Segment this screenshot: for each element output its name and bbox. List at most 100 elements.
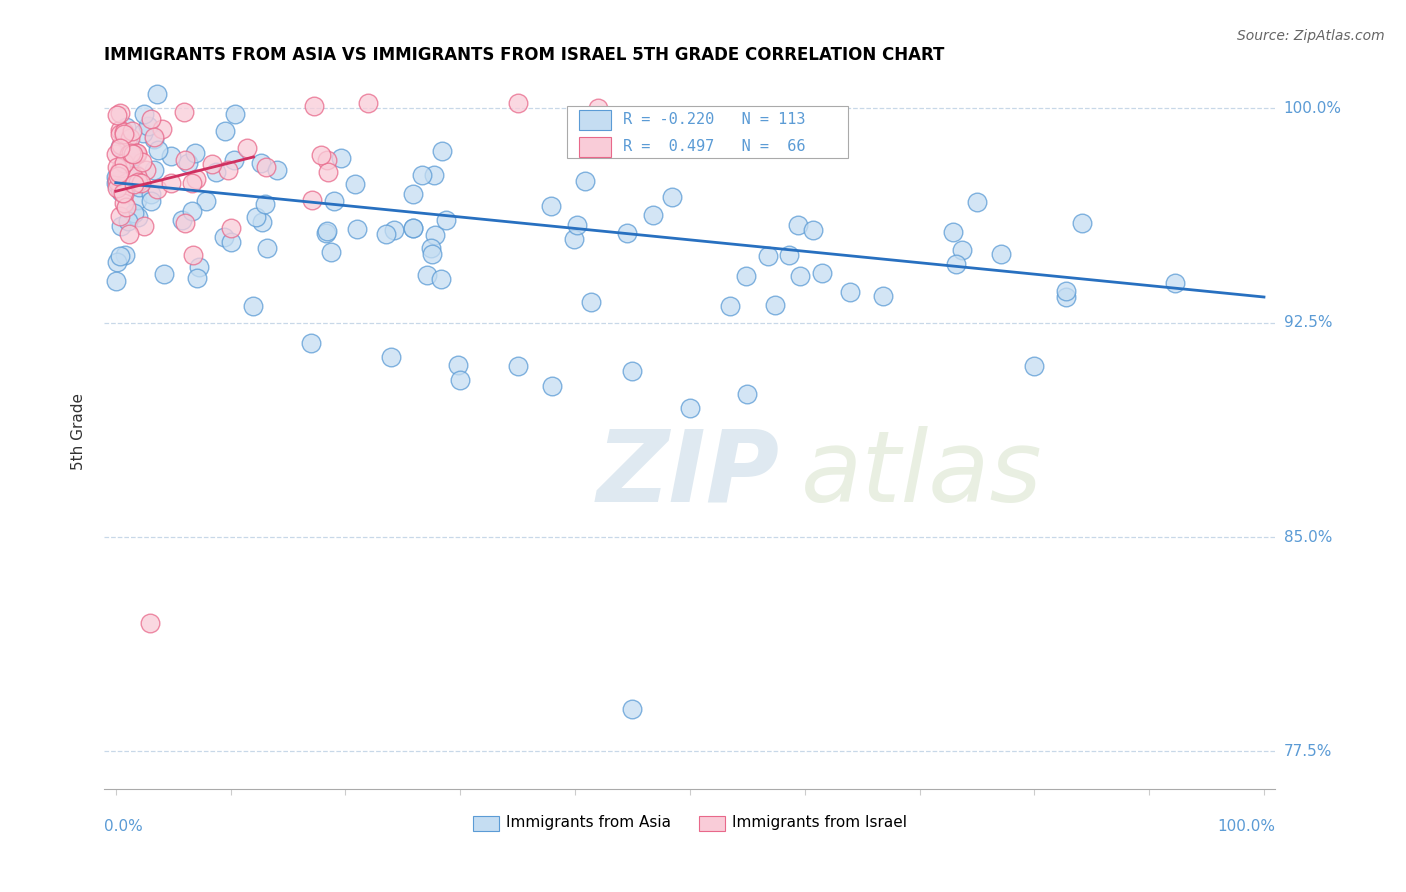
Point (402, 221, 425, 235)
Point (420, 247, 443, 261)
Point (434, 213, 457, 227)
Point (121, 169, 143, 183)
Point (214, 124, 236, 138)
Point (343, 178, 366, 192)
Point (224, 107, 246, 121)
Point (121, 124, 143, 138)
Point (112, 187, 135, 202)
Point (142, 130, 165, 145)
Point (302, 99, 325, 113)
Point (181, 203, 204, 218)
Point (301, 194, 323, 208)
Point (186, 171, 208, 186)
Point (316, 224, 339, 238)
Point (679, 401, 702, 416)
Point (432, 144, 454, 158)
Point (204, 164, 226, 178)
Point (142, 163, 165, 178)
Point (838, 285, 860, 300)
Point (574, 174, 596, 188)
Point (506, 95, 529, 110)
Point (801, 223, 824, 237)
Point (319, 244, 342, 259)
Point (540, 199, 562, 213)
Point (789, 268, 811, 283)
Point (945, 256, 967, 270)
Point (139, 112, 162, 126)
Point (173, 104, 195, 119)
Point (108, 249, 131, 263)
Point (250, 156, 273, 170)
Point (181, 248, 204, 262)
Text: IMMIGRANTS FROM ASIA VS IMMIGRANTS FROM ISRAEL 5TH GRADE CORRELATION CHART: IMMIGRANTS FROM ASIA VS IMMIGRANTS FROM … (104, 46, 945, 64)
Point (419, 241, 441, 255)
Point (422, 168, 444, 182)
Point (411, 169, 433, 183)
Point (139, 194, 162, 208)
Point (380, 350, 402, 364)
Point (966, 195, 988, 210)
Bar (579, 110, 612, 130)
Text: ZIP: ZIP (596, 425, 779, 523)
Point (621, 364, 644, 378)
Point (105, 180, 128, 194)
Point (346, 222, 368, 236)
Point (108, 183, 131, 197)
Point (110, 123, 132, 137)
Point (112, 196, 135, 211)
Point (107, 169, 129, 183)
Point (1054, 290, 1077, 304)
Point (121, 147, 143, 161)
Point (111, 186, 134, 201)
Point (1024, 359, 1046, 373)
Point (159, 148, 181, 162)
Point (105, 176, 128, 190)
Point (105, 274, 128, 288)
Point (114, 179, 136, 194)
Text: 100.0%: 100.0% (1284, 101, 1341, 116)
Point (129, 176, 152, 190)
Text: atlas: atlas (801, 425, 1043, 523)
Point (252, 215, 274, 229)
Point (125, 169, 148, 183)
Point (105, 174, 128, 188)
Point (127, 175, 149, 189)
Point (108, 105, 131, 120)
Point (173, 216, 195, 230)
Bar (567, 106, 848, 158)
Point (235, 141, 257, 155)
Point (117, 214, 139, 228)
Point (253, 197, 276, 211)
Point (447, 358, 470, 372)
Point (778, 248, 800, 262)
Point (112, 127, 135, 141)
Point (1054, 284, 1077, 298)
Point (416, 268, 439, 282)
Point (330, 151, 353, 165)
Point (115, 133, 138, 147)
Point (245, 210, 267, 224)
Point (118, 227, 141, 241)
Text: Source: ZipAtlas.com: Source: ZipAtlas.com (1237, 29, 1385, 43)
Point (143, 131, 166, 145)
Point (146, 182, 169, 196)
Point (124, 167, 146, 181)
Point (315, 226, 337, 240)
Point (132, 106, 155, 120)
Point (621, 701, 644, 715)
Point (115, 169, 138, 184)
Point (127, 146, 149, 161)
Point (429, 272, 451, 286)
Point (195, 194, 218, 208)
Point (122, 206, 145, 220)
Point (108, 176, 131, 190)
Point (316, 165, 339, 179)
Point (125, 193, 148, 207)
Point (186, 271, 208, 285)
Point (172, 212, 194, 227)
Point (127, 210, 149, 224)
Bar (699, 815, 725, 831)
Point (153, 267, 176, 281)
Point (402, 186, 425, 201)
Text: 77.5%: 77.5% (1284, 744, 1331, 759)
